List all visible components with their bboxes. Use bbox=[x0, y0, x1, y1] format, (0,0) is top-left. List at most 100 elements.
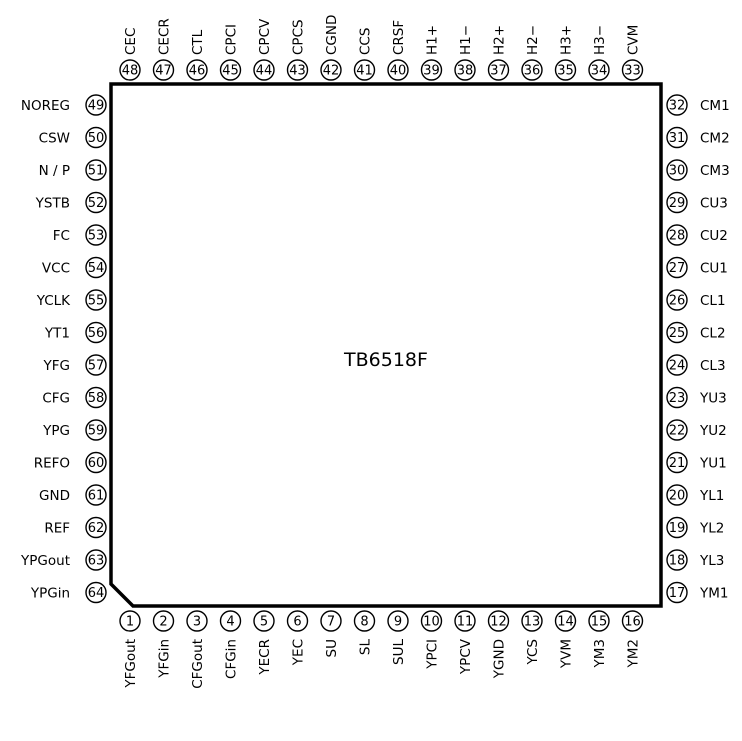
pin-label: YFGin bbox=[157, 639, 173, 679]
pin-number: 20 bbox=[669, 489, 686, 504]
pin-number: 49 bbox=[88, 99, 105, 114]
pin-label: H1+ bbox=[425, 25, 441, 55]
pin-number-circle bbox=[85, 386, 107, 409]
pin-number: 1 bbox=[126, 615, 134, 630]
pin-label: CM2 bbox=[700, 131, 730, 147]
pin-label: YL1 bbox=[699, 488, 724, 504]
pin-number-circle bbox=[521, 610, 543, 632]
pin-number-circle bbox=[420, 610, 443, 632]
pin-number: 46 bbox=[189, 64, 206, 79]
pin-number: 54 bbox=[88, 261, 105, 276]
pin-number: 22 bbox=[669, 424, 686, 439]
pin-label: YVM bbox=[559, 639, 575, 669]
pin-label: YSTB bbox=[35, 196, 70, 212]
pin-number-circle bbox=[420, 59, 443, 81]
pin-number: 51 bbox=[88, 164, 105, 179]
pin-number-circle bbox=[353, 59, 376, 81]
pin-label: SU bbox=[324, 639, 340, 657]
pin-label: YCLK bbox=[36, 293, 71, 309]
pin-number: 61 bbox=[88, 489, 105, 504]
pin-number-circle bbox=[286, 59, 309, 81]
pin-number-circle bbox=[666, 549, 688, 571]
pin-label: CEC bbox=[123, 28, 139, 55]
pin-number-circle bbox=[85, 256, 107, 279]
pin-number-circle bbox=[85, 224, 107, 246]
pin-label: CSW bbox=[39, 131, 70, 147]
pin-label: SUL bbox=[391, 639, 407, 665]
pin-number-circle bbox=[119, 59, 141, 81]
pin-label: CU1 bbox=[700, 261, 728, 277]
pin-number-circle bbox=[286, 610, 309, 632]
pin-number: 63 bbox=[88, 554, 105, 569]
pin-label: NOREG bbox=[21, 98, 70, 114]
pin-number: 55 bbox=[88, 294, 105, 309]
pin-number: 60 bbox=[88, 456, 105, 471]
pin-label: CFGout bbox=[190, 639, 206, 689]
pin-label: REFO bbox=[34, 456, 70, 472]
pin-number: 37 bbox=[490, 64, 507, 79]
pin-label: YPG bbox=[42, 423, 70, 439]
pin-number: 52 bbox=[88, 196, 105, 211]
pin-number-circle bbox=[666, 386, 688, 409]
pin-number-circle bbox=[621, 610, 644, 632]
pin-number: 58 bbox=[88, 391, 105, 406]
pin-number-circle bbox=[387, 59, 409, 81]
pin-number: 3 bbox=[193, 615, 201, 630]
pin-label: YPGin bbox=[30, 586, 70, 602]
pin-label: CPCS bbox=[291, 19, 307, 55]
pin-number: 25 bbox=[669, 326, 686, 341]
pin-number: 53 bbox=[88, 229, 105, 244]
pin-number: 50 bbox=[88, 131, 105, 146]
pin-number-circle bbox=[454, 59, 476, 81]
pin-number-circle bbox=[85, 159, 107, 181]
pin-number-circle bbox=[85, 126, 107, 149]
pin-label: YFG bbox=[43, 358, 70, 374]
pin-label: YU1 bbox=[699, 456, 727, 472]
pin-number-circle bbox=[666, 94, 688, 116]
pin-number-circle bbox=[85, 484, 107, 506]
pin-label: CL3 bbox=[700, 358, 726, 374]
pin-label: CM3 bbox=[700, 163, 730, 179]
pin-number-circle bbox=[666, 191, 688, 214]
pin-number: 40 bbox=[390, 64, 407, 79]
pin-number: 59 bbox=[88, 424, 105, 439]
pin-number-circle bbox=[666, 516, 688, 539]
pin-number: 41 bbox=[356, 64, 373, 79]
pin-number: 35 bbox=[557, 64, 574, 79]
pin-number-circle bbox=[666, 484, 688, 506]
pin-label: CCS bbox=[358, 28, 374, 55]
pin-label: CM1 bbox=[700, 98, 730, 114]
pin-number: 2 bbox=[159, 615, 167, 630]
pin-number-circle bbox=[666, 419, 688, 441]
pin-number-circle bbox=[119, 610, 141, 632]
pin-number-circle bbox=[85, 516, 107, 539]
pin-number-circle bbox=[85, 419, 107, 441]
pin-number: 11 bbox=[457, 615, 474, 630]
pin-number-circle bbox=[666, 354, 688, 376]
pin-number-circle bbox=[666, 224, 688, 246]
pin-label: REF bbox=[44, 521, 70, 537]
pin-number: 24 bbox=[669, 359, 686, 374]
pin-label: YM3 bbox=[592, 639, 608, 668]
pin-label: YU3 bbox=[699, 391, 727, 407]
pin-number: 44 bbox=[256, 64, 273, 79]
pin-number-circle bbox=[588, 610, 610, 632]
pin-number-circle bbox=[85, 191, 107, 214]
pin-label: CRSF bbox=[391, 20, 407, 55]
pin-number: 5 bbox=[260, 615, 268, 630]
pin-number: 45 bbox=[222, 64, 239, 79]
pin-label: YT1 bbox=[44, 326, 70, 342]
pin-number: 16 bbox=[624, 615, 641, 630]
pin-number: 18 bbox=[669, 554, 686, 569]
pin-number-circle bbox=[666, 581, 688, 604]
pin-number-circle bbox=[320, 610, 342, 632]
pin-number-circle bbox=[454, 610, 476, 632]
pin-number: 26 bbox=[669, 294, 686, 309]
pin-number: 31 bbox=[669, 131, 686, 146]
pin-number-circle bbox=[85, 289, 107, 311]
pin-label: YCS bbox=[525, 639, 541, 666]
pin-number-circle bbox=[387, 610, 409, 632]
pin-label: CECR bbox=[157, 18, 173, 55]
